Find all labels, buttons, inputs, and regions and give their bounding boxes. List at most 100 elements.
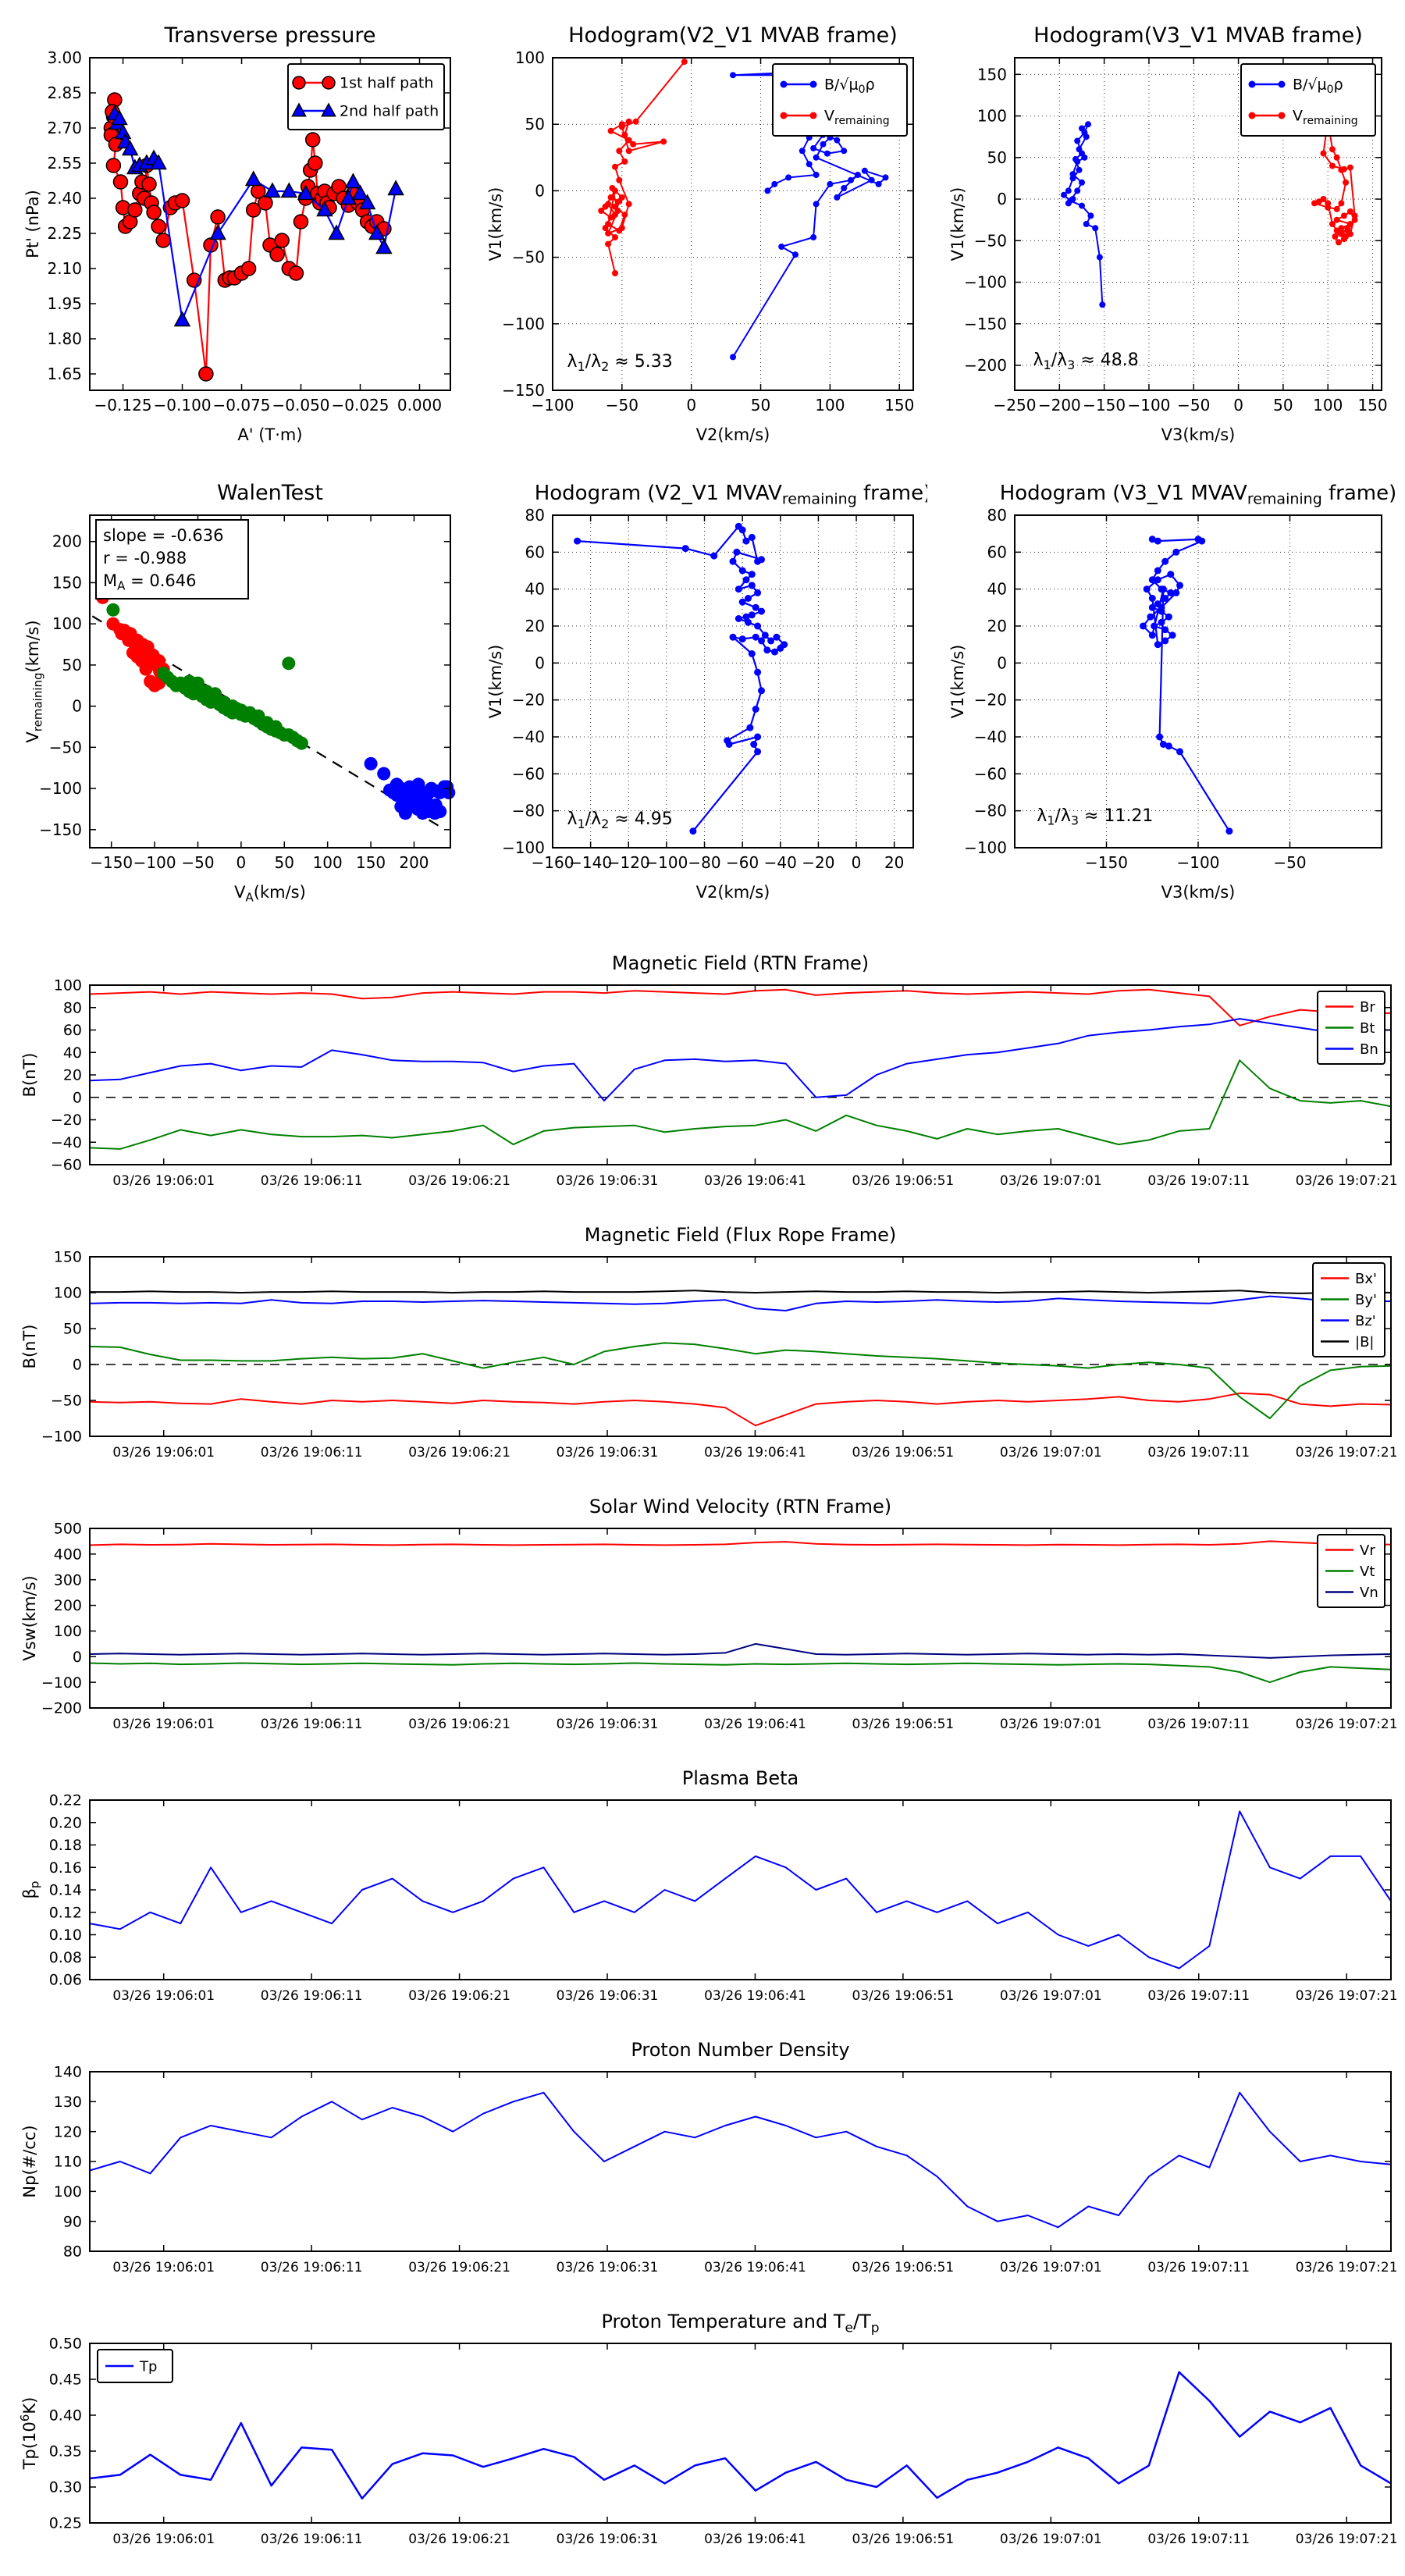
svg-text:03/26 19:07:21: 03/26 19:07:21	[1296, 2532, 1397, 2547]
svg-text:−100: −100	[964, 273, 1007, 292]
svg-text:0.22: 0.22	[49, 1792, 82, 1809]
svg-text:−60: −60	[51, 1157, 82, 1174]
annotation: λ1/λ3 ≈ 11.21	[1037, 806, 1153, 828]
svg-text:|B|: |B|	[1355, 1334, 1374, 1350]
axis-ticks	[1015, 514, 1382, 849]
svg-text:Vt: Vt	[1360, 1564, 1375, 1580]
svg-text:500: 500	[54, 1521, 82, 1538]
tick-labels: 03/26 19:06:01 03/26 19:06:11 03/26 19:06:…	[49, 2336, 1398, 2547]
series-last-third	[364, 756, 456, 820]
chart-title: WalenTest	[217, 481, 323, 505]
svg-text:0: 0	[686, 396, 696, 415]
axis-ticks	[90, 1256, 1391, 1437]
svg-text:40: 40	[63, 1044, 82, 1062]
chart-title: Magnetic Field (RTN Frame)	[612, 952, 869, 974]
svg-text:0.30: 0.30	[49, 2479, 82, 2496]
svg-text:−100: −100	[41, 1429, 82, 1446]
svg-text:03/26 19:06:11: 03/26 19:06:11	[261, 1988, 363, 2004]
axis-ticks	[90, 2343, 1391, 2524]
svg-text:Bx': Bx'	[1355, 1271, 1377, 1287]
svg-text:−40: −40	[51, 1134, 82, 1151]
svg-text:−60: −60	[974, 764, 1007, 783]
plot-frame	[89, 1256, 1392, 1437]
svg-text:100: 100	[54, 1623, 82, 1640]
series-v-remaining	[1311, 116, 1358, 246]
panel-plasma-beta-svg: 03/26 19:06:01 03/26 19:06:11 03/26 19:06:…	[20, 1767, 1398, 2004]
x-axis-label: VA(km/s)	[234, 883, 306, 905]
svg-text:150: 150	[356, 853, 386, 872]
svg-text:50: 50	[63, 1321, 82, 1338]
svg-text:−20: −20	[974, 691, 1007, 710]
legend: Br Bt Bn	[1317, 991, 1385, 1065]
panel-proton-temperature-svg: 03/26 19:06:01 03/26 19:06:11 03/26 19:06:…	[18, 2311, 1398, 2547]
svg-text:−250: −250	[994, 396, 1037, 415]
panel-hodogram-v2v1-mvav: −160 −140 −120 −100 −80 −60 −40 −20 0 20 −100 −80 −6…	[475, 467, 931, 920]
series-Tp	[89, 2371, 1392, 2500]
tick-labels: −160−140−120−100 −80 −60 −40 −20 0 20−100−80−6…	[502, 506, 904, 872]
y-axis-label: B(nT)	[20, 1053, 39, 1098]
svg-text:03/26 19:06:11: 03/26 19:06:11	[261, 2532, 363, 2547]
svg-text:0.45: 0.45	[49, 2371, 82, 2389]
svg-text:03/26 19:06:51: 03/26 19:06:51	[852, 1717, 955, 1732]
svg-text:−200: −200	[41, 1700, 82, 1717]
svg-text:−60: −60	[512, 764, 545, 783]
svg-text:MA = 0.646: MA = 0.646	[103, 571, 196, 593]
svg-text:80: 80	[525, 506, 545, 525]
plot-frame	[552, 57, 914, 391]
annotation: λ1/λ2 ≈ 5.33	[567, 352, 672, 374]
plot-frame	[89, 2343, 1392, 2524]
y-axis-label: V1(km/s)	[948, 645, 967, 719]
panel-magnetic-field-fluxrope: 03/26 19:06:01 03/26 19:06:11 03/26 19:06:…	[12, 1218, 1398, 1482]
svg-text:03/26 19:07:11: 03/26 19:07:11	[1147, 2532, 1250, 2547]
svg-text:40: 40	[987, 580, 1007, 599]
svg-text:03/26 19:06:01: 03/26 19:06:01	[112, 1445, 215, 1461]
svg-text:03/26 19:06:01: 03/26 19:06:01	[112, 1988, 215, 2004]
panel-walen-test-svg: −150 −100 −50 0 50 100 150 200−150−100−50050100…	[23, 481, 456, 905]
grid	[1015, 515, 1382, 848]
svg-text:−160: −160	[532, 853, 574, 872]
svg-text:−80: −80	[974, 802, 1007, 820]
svg-text:Tp: Tp	[139, 2358, 157, 2375]
svg-text:300: 300	[54, 1571, 82, 1589]
svg-text:0: 0	[73, 1649, 82, 1666]
series-B-magnitude	[90, 1290, 1392, 1294]
panel-proton-number-density: 03/26 19:06:01 03/26 19:06:11 03/26 19:06:…	[12, 2033, 1398, 2297]
series-Bx-prime	[89, 1392, 1392, 1427]
svg-text:−0.050: −0.050	[272, 396, 330, 415]
panel-hodogram-v3v1-mvab-svg: −250 −200 −150 −100 −50 0 50 100 150−200−150−100…	[948, 23, 1388, 444]
axis-ticks	[552, 514, 913, 849]
svg-text:−50: −50	[1273, 853, 1306, 872]
y-axis-label: βp	[20, 1881, 42, 1899]
tick-labels: 03/26 19:06:01 03/26 19:06:11 03/26 19:06:…	[41, 1249, 1398, 1461]
svg-text:400: 400	[54, 1546, 82, 1564]
svg-text:Bn: Bn	[1360, 1041, 1378, 1058]
svg-text:0: 0	[535, 653, 545, 672]
svg-text:2.10: 2.10	[47, 259, 82, 278]
plot-frame	[89, 984, 1392, 1165]
svg-text:−100: −100	[133, 853, 176, 872]
svg-text:03/26 19:07:01: 03/26 19:07:01	[1000, 2532, 1102, 2547]
svg-text:03/26 19:07:11: 03/26 19:07:11	[1147, 1717, 1250, 1732]
chart-title: Magnetic Field (Flux Rope Frame)	[585, 1224, 896, 1246]
y-axis-label: Tp(106K)	[18, 2397, 39, 2471]
panel-transverse-pressure: −0.125 −0.100 −0.075 −0.050 −0.025 0.000 1.65 1…	[12, 9, 464, 462]
svg-text:120: 120	[54, 2123, 82, 2140]
chart-title: Proton Temperature and Te/Tp	[601, 2311, 879, 2336]
svg-text:2.25: 2.25	[47, 224, 82, 243]
svg-text:80: 80	[63, 2243, 82, 2261]
svg-text:100: 100	[515, 48, 545, 67]
svg-text:−100: −100	[41, 1674, 82, 1692]
svg-text:03/26 19:07:11: 03/26 19:07:11	[1147, 1173, 1250, 1189]
tick-labels: 03/26 19:06:01 03/26 19:06:11 03/26 19:06:…	[51, 977, 1398, 1189]
svg-text:03/26 19:06:21: 03/26 19:06:21	[408, 1173, 510, 1189]
svg-text:0.20: 0.20	[49, 1814, 82, 1831]
svg-text:−120: −120	[607, 853, 650, 872]
svg-text:100: 100	[1313, 396, 1343, 415]
svg-text:03/26 19:06:41: 03/26 19:06:41	[704, 2532, 806, 2547]
legend: B/√μ0ρ Vremaining	[1240, 63, 1376, 137]
svg-text:By': By'	[1355, 1292, 1377, 1308]
annotation: λ1/λ2 ≈ 4.95	[567, 809, 672, 831]
svg-text:−100: −100	[1127, 396, 1170, 415]
svg-text:100: 100	[977, 107, 1007, 126]
